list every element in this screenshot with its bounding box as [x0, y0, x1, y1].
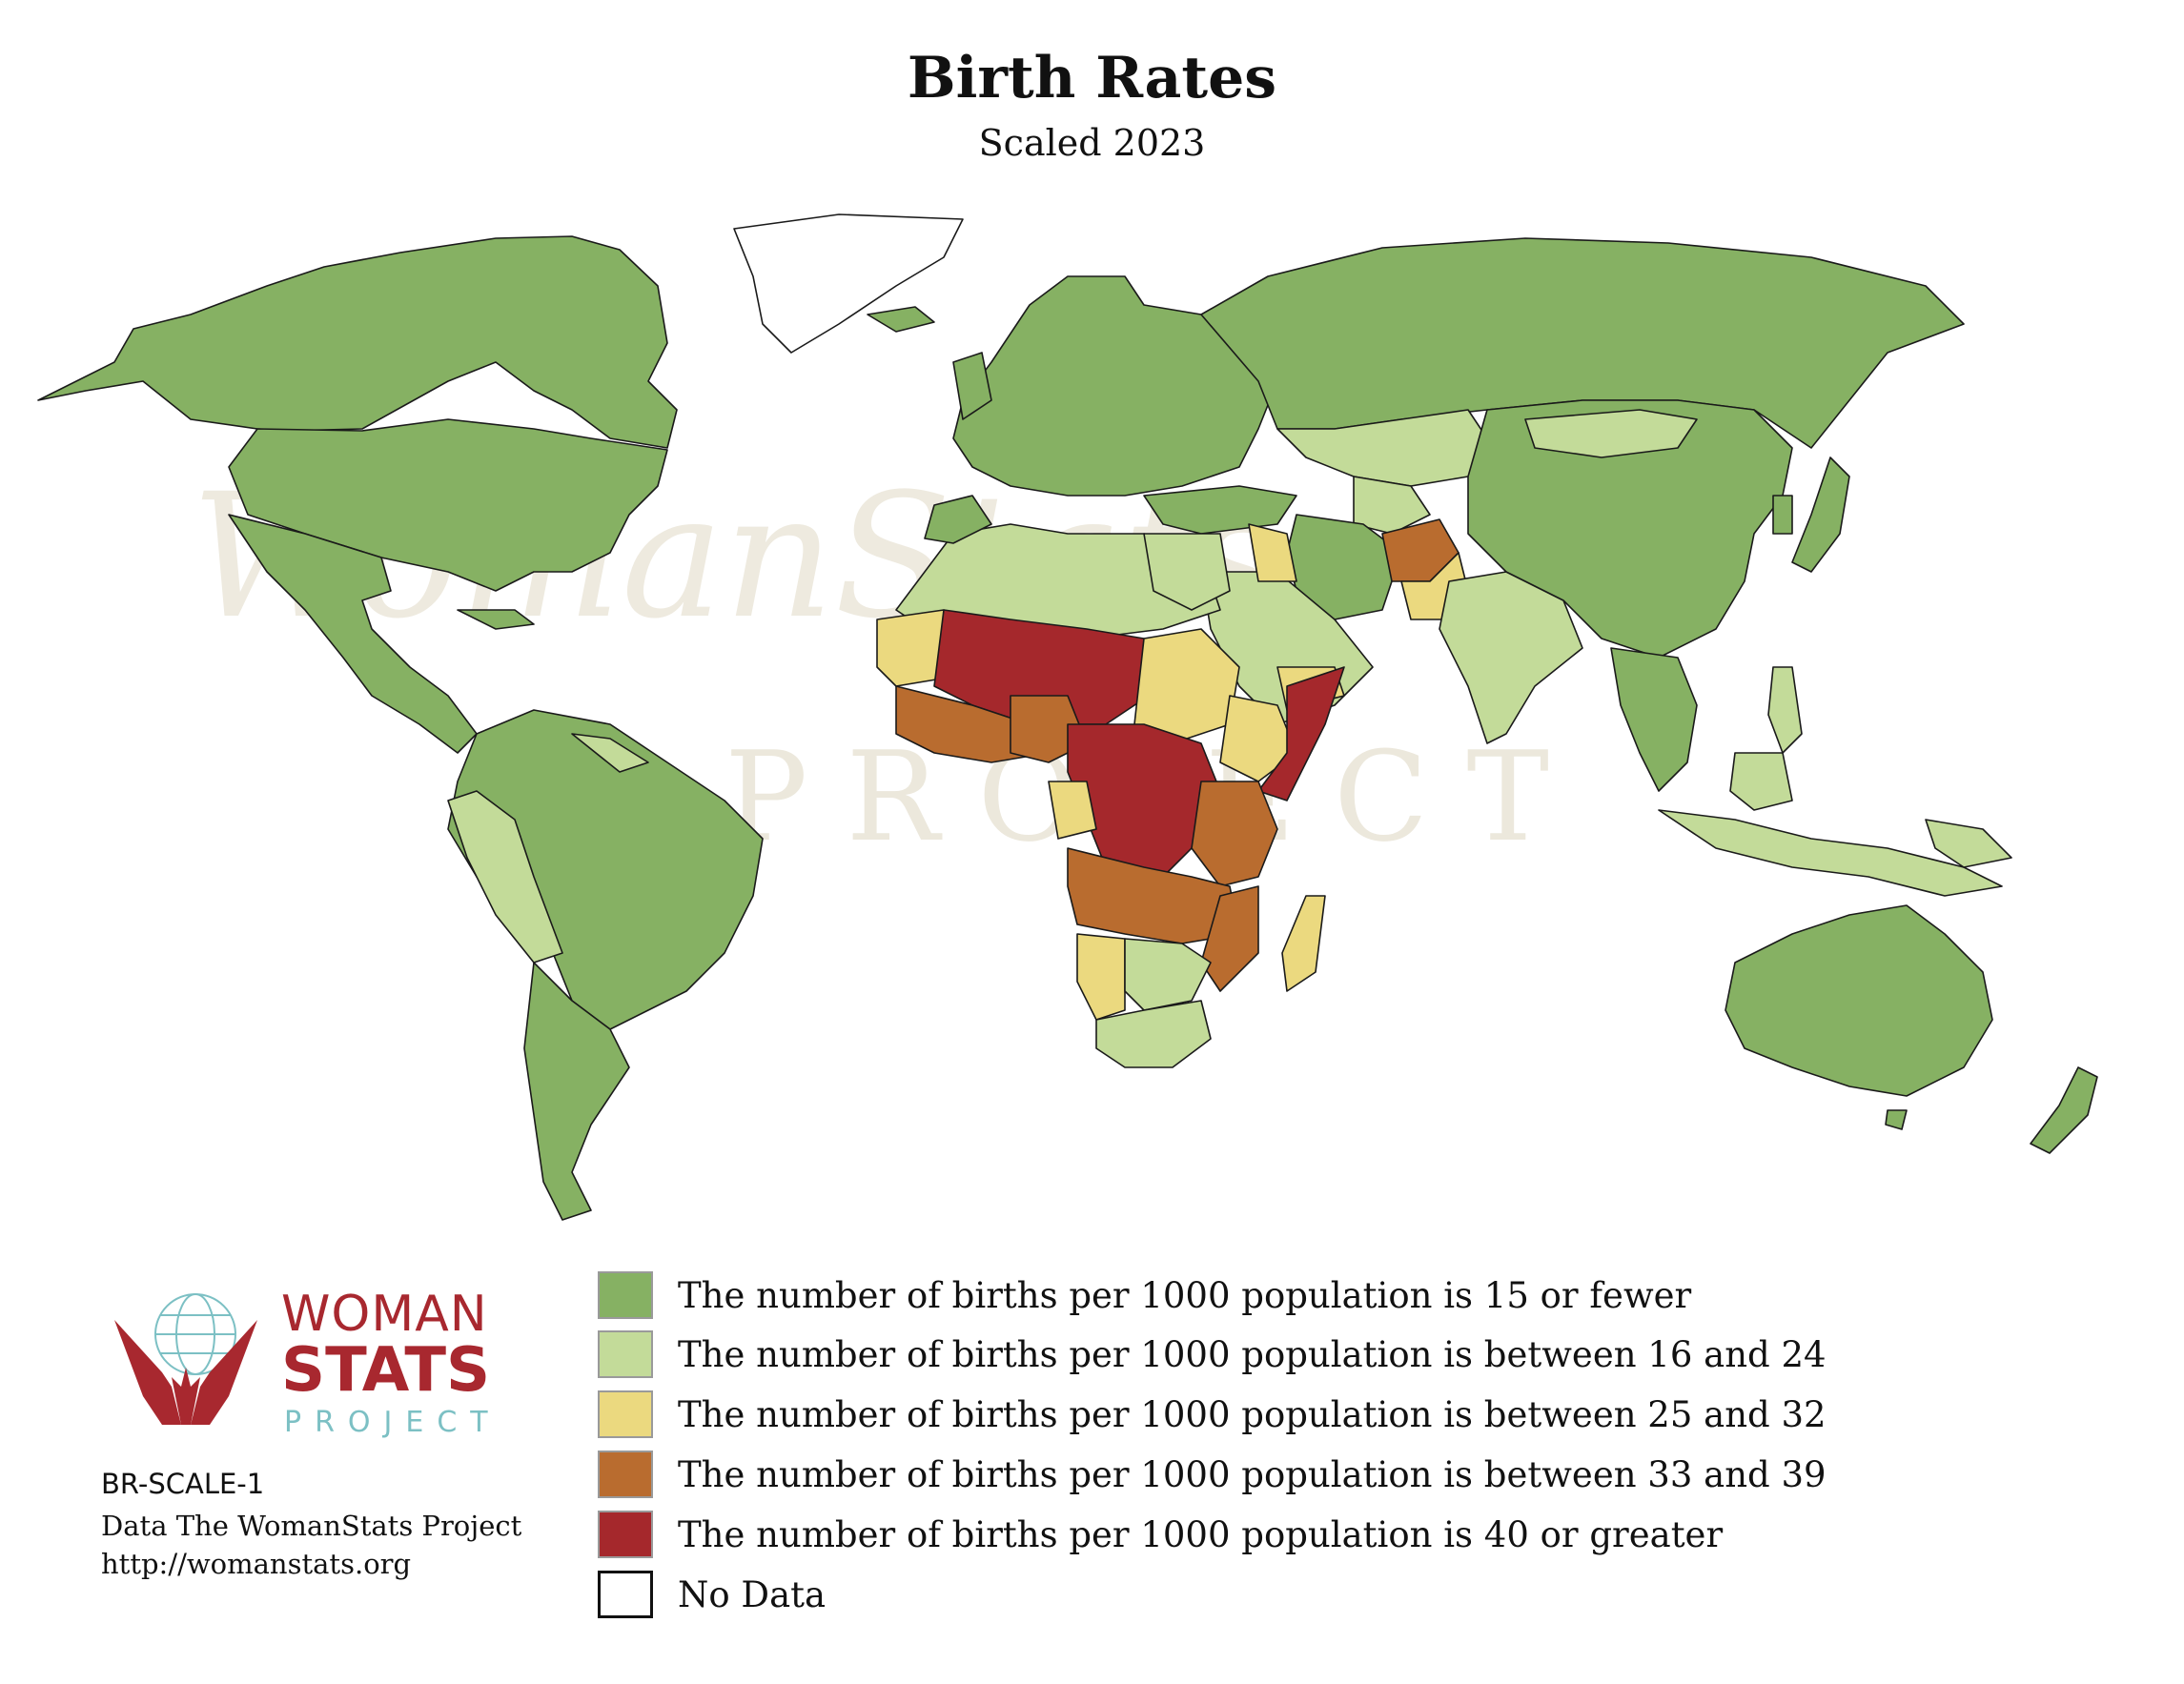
legend-swatch [598, 1330, 653, 1378]
region-china-mongolia [1467, 399, 1793, 659]
region-egypt [1143, 533, 1231, 611]
region-botswana-zimbabwe [1124, 938, 1212, 1011]
region-namibia [1076, 933, 1126, 1021]
region-southeast-asia [1610, 647, 1698, 792]
legend-label: The number of births per 1000 population… [678, 1394, 1827, 1435]
region-new-zealand [2030, 1066, 2098, 1154]
legend-swatch [598, 1390, 653, 1438]
region-caribbean [457, 609, 535, 630]
region-canada-alaska [37, 235, 678, 449]
region-tasmania [1885, 1109, 1908, 1130]
legend-label: No Data [678, 1574, 827, 1615]
region-mongolia [1524, 409, 1698, 458]
region-madagascar [1281, 895, 1326, 992]
region-usa [228, 418, 668, 592]
region-borneo [1729, 752, 1793, 811]
legend-item-40-or-greater: The number of births per 1000 population… [596, 1511, 1930, 1564]
region-guyana [571, 733, 649, 773]
region-morocco [924, 495, 992, 544]
region-uk [952, 352, 992, 420]
map-code: BR-SCALE-1 [101, 1468, 265, 1500]
region-central-asia-south [1353, 476, 1431, 535]
map-subtitle: Scaled 2023 [978, 122, 1206, 164]
legend-label: The number of births per 1000 population… [678, 1275, 1692, 1316]
data-credit: Data The WomanStats Project [101, 1510, 522, 1542]
legend-label: The number of births per 1000 population… [678, 1334, 1827, 1375]
region-somalia [1257, 666, 1345, 801]
legend-label: The number of births per 1000 population… [678, 1514, 1724, 1555]
region-australia [1725, 904, 1993, 1097]
region-iraq [1248, 523, 1297, 582]
legend-swatch [598, 1451, 653, 1498]
region-andes [447, 790, 563, 964]
womanstats-logo: WOMAN STATS PROJECT [105, 1282, 505, 1444]
region-papua [1925, 819, 2012, 868]
region-sahel [933, 609, 1164, 725]
logo-word-stats: STATS [281, 1335, 491, 1406]
legend-label: The number of births per 1000 population… [678, 1454, 1827, 1495]
region-mozambique [1200, 885, 1259, 992]
region-iceland [867, 306, 935, 333]
region-turkey-caucasus [1143, 485, 1297, 535]
region-greenland [733, 213, 964, 354]
region-gabon-congo [1048, 781, 1097, 840]
region-korea [1772, 495, 1793, 535]
legend-item-16-to-24: The number of births per 1000 population… [596, 1330, 1930, 1384]
map-title: Birth Rates [907, 45, 1277, 112]
region-mexico-central-america [228, 514, 478, 754]
region-philippines [1767, 666, 1803, 754]
region-mauritania [876, 609, 954, 687]
legend-swatch [598, 1511, 653, 1558]
region-indonesia [1658, 809, 2003, 897]
region-japan [1791, 457, 1850, 573]
legend-item-15-or-fewer: The number of births per 1000 population… [596, 1271, 1930, 1325]
logo-hands-globe-icon [114, 1293, 257, 1425]
logo-word-project: PROJECT [284, 1406, 501, 1439]
legend-swatch-no-data [598, 1571, 653, 1618]
region-south-africa [1095, 1000, 1212, 1068]
source-url: http://womanstats.org [101, 1548, 412, 1580]
legend-item-no-data: No Data [596, 1571, 1930, 1624]
legend-swatch [598, 1271, 653, 1319]
region-south-america-south [523, 962, 630, 1221]
legend-item-25-to-32: The number of births per 1000 population… [596, 1390, 1930, 1444]
logo-word-woman: WOMAN [281, 1286, 488, 1343]
world-map [37, 213, 2098, 1221]
region-east-africa [1191, 781, 1278, 887]
region-europe [952, 275, 1278, 497]
legend-item-33-to-39: The number of births per 1000 population… [596, 1451, 1930, 1504]
